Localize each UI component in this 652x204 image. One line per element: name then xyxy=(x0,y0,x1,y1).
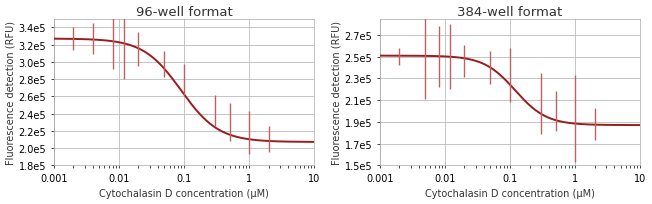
X-axis label: Cytochalasin D concentration (μM): Cytochalasin D concentration (μM) xyxy=(425,188,595,198)
X-axis label: Cytochalasin D concentration (μM): Cytochalasin D concentration (μM) xyxy=(99,188,269,198)
Y-axis label: Fluorescence detection (RFU): Fluorescence detection (RFU) xyxy=(6,21,16,164)
Title: 96-well format: 96-well format xyxy=(136,6,232,19)
Title: 384-well format: 384-well format xyxy=(458,6,563,19)
Y-axis label: Fluorescence detection (RFU): Fluorescence detection (RFU) xyxy=(332,21,342,164)
